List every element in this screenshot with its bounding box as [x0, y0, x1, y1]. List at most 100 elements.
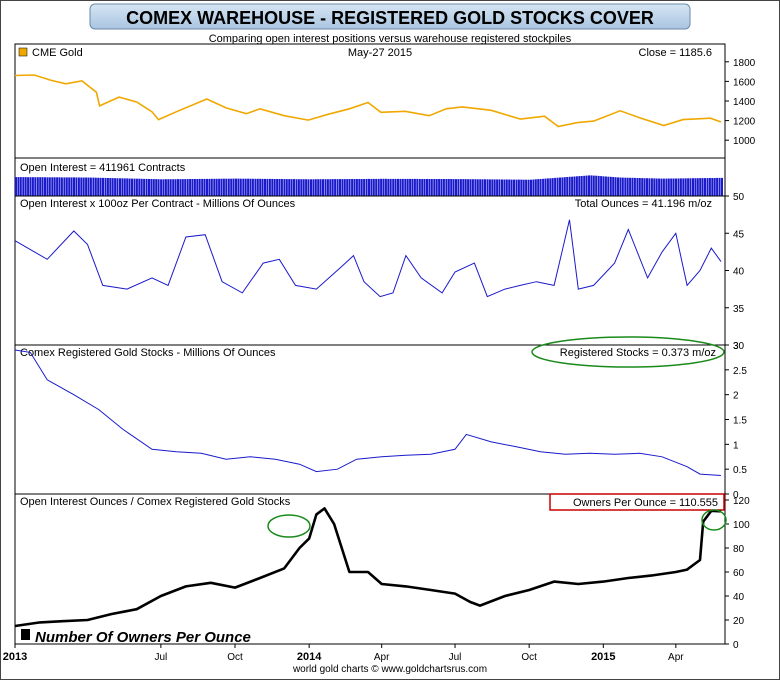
open-interest-bar [404, 178, 407, 196]
registered-stocks-value: Registered Stocks = 0.373 m/oz [560, 347, 716, 359]
open-interest-bar [126, 178, 129, 196]
panel-total-ounces [14, 195, 726, 346]
open-interest-bar [295, 179, 298, 196]
open-interest-bar [290, 179, 293, 196]
open-interest-bar [280, 179, 283, 196]
open-interest-bar [143, 178, 146, 196]
open-interest-bar [537, 179, 540, 196]
open-interest-bar [554, 177, 557, 196]
open-interest-bar [384, 178, 387, 196]
open-interest-bar [706, 178, 709, 196]
open-interest-bar [435, 179, 438, 196]
open-interest-bar [34, 177, 37, 196]
chart-title: COMEX WAREHOUSE - REGISTERED GOLD STOCKS… [126, 8, 654, 28]
open-interest-bar [372, 178, 375, 196]
open-interest-bar [155, 179, 158, 196]
open-interest-bar [225, 178, 228, 196]
open-interest-bar [232, 178, 235, 196]
open-interest-bar [177, 179, 179, 196]
open-interest-bar [513, 179, 515, 196]
open-interest-bar [401, 178, 404, 196]
open-interest-bar [399, 178, 402, 196]
open-interest-bar [621, 177, 624, 196]
registered-stocks-y-tick-label: 3 [733, 341, 739, 352]
open-interest-bar [150, 179, 153, 196]
open-interest-bar [319, 179, 322, 196]
open-interest-bar [677, 178, 680, 196]
open-interest-bar [355, 179, 358, 196]
open-interest-bar [423, 179, 426, 196]
open-interest-bar [46, 177, 49, 196]
open-interest-bar [655, 178, 658, 196]
x-tick-label: 2015 [591, 651, 615, 663]
gold-close-label: Close = 1185.6 [639, 47, 713, 59]
open-interest-bar [70, 177, 73, 196]
open-interest-bar [198, 178, 201, 196]
open-interest-bar [186, 179, 189, 196]
open-interest-bar [617, 177, 619, 196]
open-interest-bar [578, 176, 581, 196]
open-interest-bar [559, 177, 561, 196]
open-interest-bar [307, 179, 310, 196]
open-interest-bar [322, 179, 324, 196]
open-interest-bar [334, 179, 337, 196]
total-ounces-y-tick-label: 40 [733, 267, 745, 278]
open-interest-bar [571, 176, 574, 196]
owners-y-tick-label: 120 [733, 496, 750, 507]
open-interest-bar [508, 179, 511, 196]
open-interest-bar [530, 179, 532, 196]
open-interest-bar [418, 179, 421, 196]
x-tick-label: Apr [374, 652, 390, 663]
owners-y-tick-label: 80 [733, 544, 745, 555]
open-interest-bar [97, 177, 100, 196]
open-interest-bar [377, 178, 380, 196]
open-interest-bar [491, 179, 494, 196]
open-interest-bar [210, 178, 213, 196]
open-interest-bar [580, 176, 583, 196]
open-interest-bar [575, 176, 578, 196]
open-interest-bar [501, 179, 503, 196]
open-interest-bar [331, 179, 334, 196]
open-interest-bar [191, 179, 194, 196]
open-interest-bar [493, 179, 496, 196]
open-interest-bar [111, 178, 114, 196]
open-interest-bar [181, 179, 184, 196]
open-interest-bar [708, 178, 711, 196]
x-tick-label: Jul [449, 652, 462, 663]
owners-y-tick-label: 40 [733, 592, 745, 603]
open-interest-bar [450, 179, 453, 196]
open-interest-bar [527, 179, 530, 196]
x-tick-label: Jul [154, 652, 167, 663]
open-interest-bar [389, 178, 392, 196]
total-ounces-value: Total Ounces = 41.196 m/oz [575, 198, 712, 210]
open-interest-bar [254, 178, 257, 196]
open-interest-bar [324, 179, 327, 196]
open-interest-bar [411, 178, 414, 196]
owners-y-tick-label: 20 [733, 616, 745, 627]
open-interest-bar [368, 178, 370, 196]
total-ounces-y-tick-label: 45 [733, 229, 745, 240]
open-interest-bar [271, 178, 274, 196]
open-interest-bar [692, 178, 694, 196]
open-interest-bar [65, 177, 68, 196]
open-interest-bar [515, 179, 518, 196]
open-interest-bar [339, 179, 341, 196]
open-interest-bar [699, 178, 702, 196]
open-interest-bar [498, 179, 501, 196]
registered-stocks-line [14, 349, 722, 476]
open-interest-bar [551, 178, 554, 196]
registered-stocks-y-tick-label: 2.5 [733, 366, 747, 377]
open-interest-bar [73, 177, 75, 196]
open-interest-bar [588, 175, 590, 196]
open-interest-bar [244, 178, 247, 196]
open-interest-bar [416, 178, 419, 196]
open-interest-bar [206, 178, 208, 196]
open-interest-bar [602, 176, 605, 196]
open-interest-bar [704, 178, 706, 196]
open-interest-bar [459, 179, 462, 196]
open-interest-bar [438, 179, 441, 196]
open-interest-bar [268, 178, 271, 196]
x-tick-label: Apr [668, 652, 684, 663]
open-interest-bar [476, 179, 479, 196]
